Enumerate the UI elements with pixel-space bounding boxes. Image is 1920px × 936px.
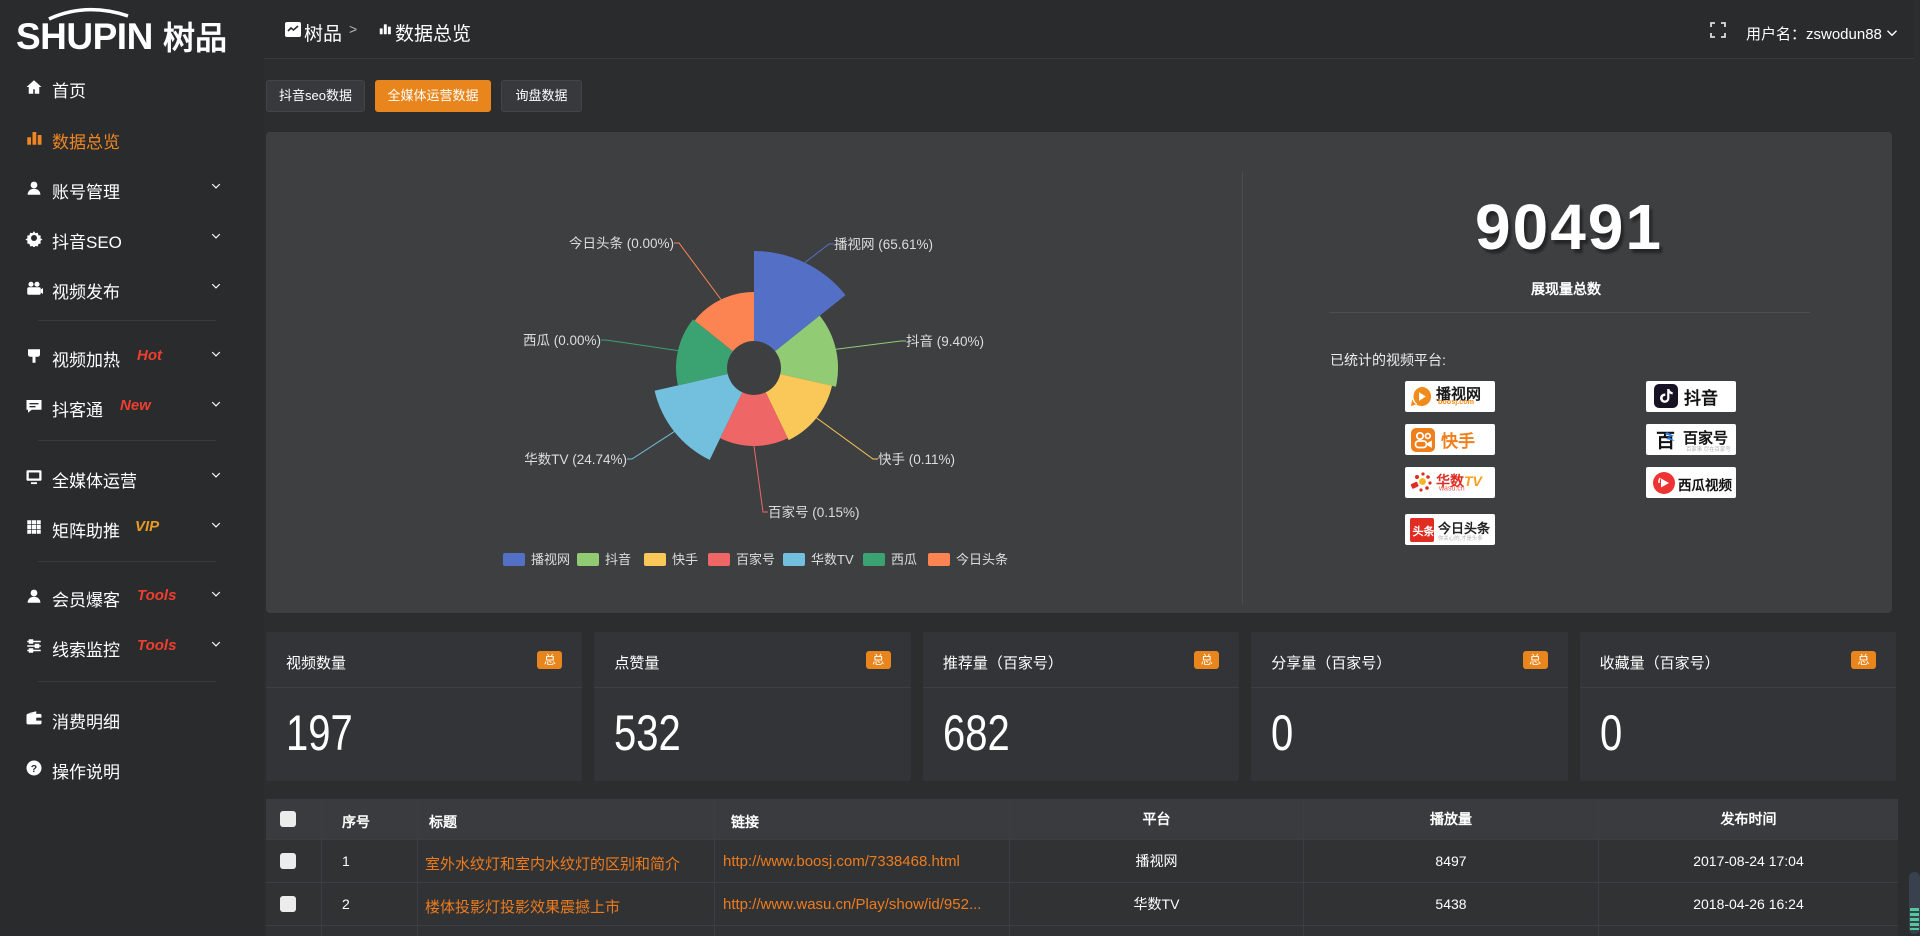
svg-text:华数TV: 华数TV (811, 552, 854, 567)
svg-text:华数TV (24.74%): 华数TV (24.74%) (524, 452, 627, 467)
svg-text:百家号 (0.15%): 百家号 (0.15%) (768, 504, 860, 520)
svg-text:西瓜: 西瓜 (891, 552, 917, 567)
svg-text:今日头条: 今日头条 (956, 552, 1008, 567)
svg-text:播视网: 播视网 (531, 552, 570, 567)
svg-text:抖音: 抖音 (605, 552, 631, 567)
svg-text:快手 (0.11%): 快手 (0.11%) (878, 452, 955, 467)
svg-text:百家号: 百家号 (736, 552, 775, 567)
svg-text:播视网 (65.61%): 播视网 (65.61%) (834, 237, 933, 252)
svg-text:SHUPIN: SHUPIN (16, 16, 153, 57)
svg-text:西瓜 (0.00%): 西瓜 (0.00%) (523, 333, 601, 348)
svg-text:抖音 (9.40%): 抖音 (9.40%) (906, 333, 984, 349)
svg-text:头条: 头条 (1413, 524, 1435, 538)
svg-text:树品: 树品 (163, 20, 227, 56)
svg-text:快手: 快手 (672, 552, 698, 567)
svg-text:今日头条 (0.00%): 今日头条 (0.00%) (569, 235, 674, 251)
svg-text:?: ? (31, 763, 37, 775)
